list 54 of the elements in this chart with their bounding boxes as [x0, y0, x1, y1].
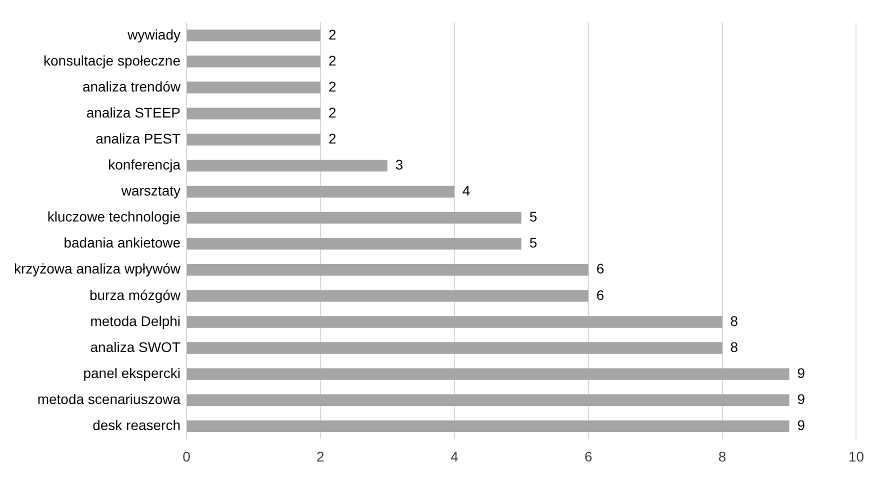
x-tick-label: 8: [718, 448, 726, 464]
bar: [187, 264, 588, 276]
bar: [187, 238, 522, 250]
bar: [187, 82, 320, 94]
y-tick-label: metoda scenariuszowa: [37, 390, 181, 407]
x-tick-label: 4: [450, 448, 458, 464]
bar: [187, 420, 790, 432]
y-tick-label: konferencja: [108, 156, 181, 173]
data-label: 9: [797, 390, 806, 407]
data-label: 9: [797, 417, 806, 434]
data-label: 6: [596, 260, 604, 277]
y-tick-label: burza mózgów: [89, 286, 182, 303]
bar: [187, 368, 790, 380]
y-tick-label: krzyżowa analiza wpływów: [14, 260, 182, 277]
y-tick-label: analiza STEEP: [86, 104, 181, 120]
y-tick-label: kluczowe technologie: [47, 208, 181, 225]
bar: [187, 290, 588, 302]
bar: [187, 56, 320, 68]
data-label: 2: [328, 52, 336, 68]
y-tick-label: metoda Delphi: [90, 312, 181, 329]
y-tick-label: analiza PEST: [96, 130, 181, 146]
x-tick-label: 6: [584, 448, 592, 464]
data-label: 3: [395, 156, 404, 173]
x-tick-label: 2: [316, 448, 325, 464]
y-tick-label: badania ankietowe: [64, 234, 181, 251]
data-label: 9: [797, 364, 806, 381]
data-label: 2: [328, 26, 336, 42]
x-tick-label: 0: [182, 448, 191, 464]
data-label: 2: [328, 78, 336, 94]
bar: [187, 134, 320, 146]
bar: [187, 394, 790, 406]
data-label: 8: [730, 338, 738, 355]
data-label: 6: [596, 286, 604, 303]
bar: [187, 342, 722, 354]
data-label: 5: [529, 208, 538, 225]
bar: [187, 160, 388, 172]
y-tick-label: panel ekspercki: [83, 364, 181, 381]
data-label: 4: [462, 182, 470, 199]
y-tick-label: warsztaty: [120, 182, 181, 199]
bar: [187, 316, 722, 328]
x-tick-label: 10: [848, 448, 864, 464]
bar: [187, 30, 320, 42]
data-label: 2: [328, 104, 336, 120]
bar: [187, 108, 320, 120]
y-tick-label: desk reaserch: [92, 417, 181, 434]
data-label: 5: [529, 234, 538, 251]
data-label: 8: [730, 312, 738, 329]
bar: [187, 212, 522, 224]
y-tick-label: wywiady: [126, 26, 181, 42]
y-tick-label: konsultacje społeczne: [44, 52, 181, 68]
y-tick-label: analiza trendów: [82, 78, 182, 94]
data-label: 2: [328, 130, 336, 146]
y-tick-label: analiza SWOT: [90, 338, 181, 355]
bar: [187, 186, 454, 198]
